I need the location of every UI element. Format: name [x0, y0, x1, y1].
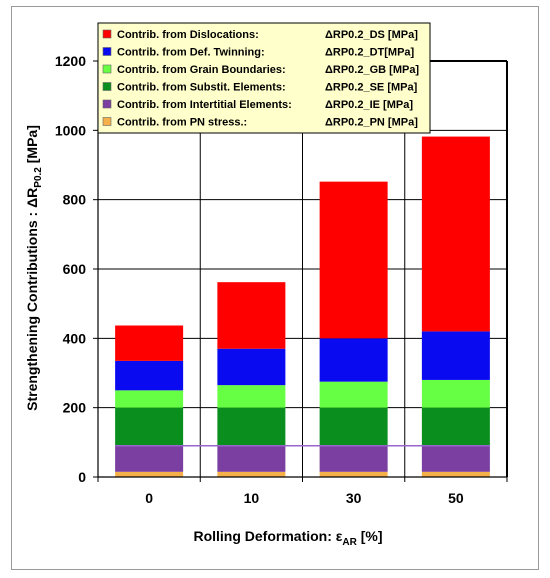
x-tick-labels: 0 10 30 50 — [145, 490, 464, 506]
bar-segment — [217, 348, 286, 386]
legend-label: Contrib. from Dislocations: — [117, 29, 259, 41]
legend: Contrib. from Dislocations: ΔRP0.2_DS [MP… — [97, 22, 431, 134]
legend-swatch — [102, 64, 112, 74]
y-tick-label: 600 — [63, 261, 87, 277]
y-tick-label: 1200 — [55, 53, 86, 69]
legend-label: Contrib. from PN stress.: — [117, 117, 247, 129]
y-tick-label: 200 — [63, 400, 87, 416]
legend-swatch — [102, 47, 112, 56]
bar-segment — [115, 471, 184, 477]
bar-segment — [421, 136, 490, 332]
bar-segment — [421, 331, 490, 380]
bar-segment — [217, 407, 286, 446]
y-tick-label: 800 — [63, 192, 87, 208]
bar-segment — [421, 471, 490, 477]
bar-segment — [115, 325, 184, 361]
bar-segment — [217, 445, 286, 472]
x-tick-label: 0 — [145, 490, 153, 506]
bar-segment — [115, 360, 184, 391]
legend-swatch — [102, 82, 112, 91]
bar-segment — [421, 379, 490, 408]
bar-segment — [319, 407, 388, 446]
y-tick-label: 400 — [63, 330, 87, 346]
legend-symbol: ΔRP0.2_DS [MPa] — [325, 29, 418, 41]
bar-segment — [115, 407, 184, 446]
legend-symbol: ΔRP0.2_GB [MPa] — [325, 64, 419, 76]
x-tick-label: 50 — [448, 490, 464, 506]
bar-segment — [217, 282, 286, 349]
bar-segment — [319, 338, 388, 382]
y-tick-label: 0 — [78, 469, 86, 485]
bar-segment — [319, 181, 388, 339]
bar-segment — [421, 407, 490, 446]
bar-segment — [319, 381, 388, 408]
legend-swatch — [102, 29, 112, 39]
legend-symbol: ΔRP0.2_PN [MPa] — [325, 117, 418, 129]
x-tick-label: 10 — [244, 490, 260, 506]
legend-symbol: ΔRP0.2_IE [MPa] — [325, 99, 413, 111]
legend-symbol: ΔRP0.2_DT[MPa] — [325, 47, 415, 59]
legend-symbol: ΔRP0.2_SE [MPa] — [325, 82, 418, 94]
legend-box — [97, 22, 431, 134]
legend-label: Contrib. from Intertitial Elements: — [117, 99, 292, 111]
x-axis-title: Rolling Deformation: εAR [%] — [193, 528, 382, 548]
legend-swatch — [102, 99, 112, 109]
bar-segment — [217, 471, 286, 477]
y-tick-label: 1000 — [55, 122, 86, 138]
bar-segment — [319, 445, 388, 472]
legend-swatch — [102, 117, 112, 126]
bar-segment — [115, 390, 184, 408]
y-tick-labels: 0 200 400 600 800 1000 1200 — [55, 53, 86, 485]
legend-label: Contrib. from Substit. Elements: — [117, 82, 286, 94]
bar-segment — [319, 471, 388, 477]
legend-label: Contrib. from Def. Twinning: — [117, 47, 265, 59]
y-axis-title: Strengthening Contributions : ΔRP0.2 [MP… — [24, 125, 44, 411]
bar-segment — [115, 445, 184, 472]
legend-label: Contrib. from Grain Boundaries: — [117, 64, 286, 76]
bar-segment — [217, 385, 286, 408]
x-tick-label: 30 — [346, 490, 362, 506]
bars — [115, 136, 490, 477]
bar-segment — [421, 445, 490, 472]
